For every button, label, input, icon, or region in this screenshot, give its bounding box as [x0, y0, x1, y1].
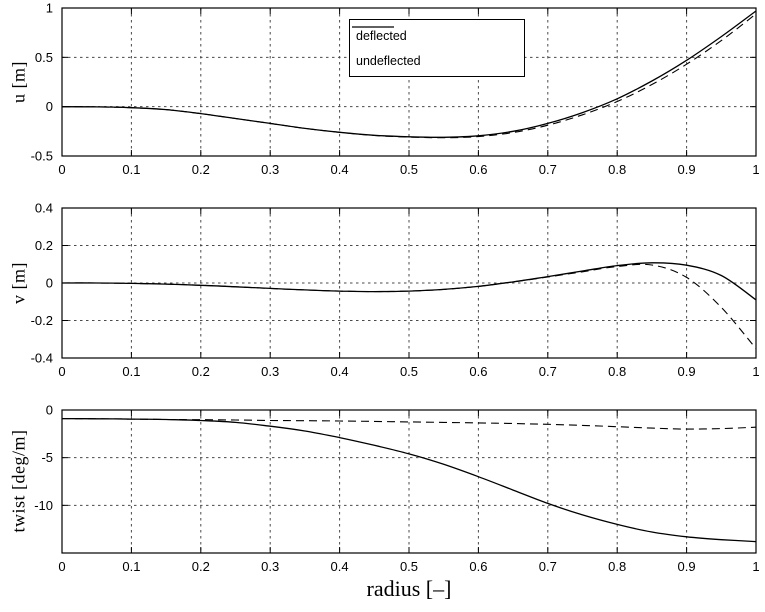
x-tick-label: 1: [752, 364, 759, 379]
x-tick-label: 0.3: [261, 559, 279, 574]
x-tick-label: 0.1: [122, 364, 140, 379]
y-tick-label: 0: [46, 276, 53, 291]
y-tick-label: 0.5: [35, 50, 53, 65]
subplot-u: 0 0.1 0.2 0.3 0.4 0.5 0.6 0.7 0.8 0.9 1 1 0.5 0 -0.5 u…: [0, 0, 765, 200]
series-undeflected: [61, 13, 757, 139]
plot-border: [61, 7, 757, 157]
x-tick-label: 0: [58, 364, 65, 379]
subplot-twist: 0 0.1 0.2 0.3 0.4 0.5 0.6 0.7 0.8 0.9 1 0 -5 -10 twis…: [0, 402, 765, 612]
x-tick-label: 0.3: [261, 364, 279, 379]
x-tick-label: 0.5: [400, 364, 418, 379]
y-axis-title-u: u [m]: [8, 61, 29, 103]
x-tick-label: 0.8: [608, 162, 626, 177]
x-tick-label: 0.6: [469, 364, 487, 379]
series-undeflected: [61, 418, 757, 430]
plot-area-twist: 0 0.1 0.2 0.3 0.4 0.5 0.6 0.7 0.8 0.9 1 0 -5 -10: [34, 403, 759, 575]
legend-line-dashed-icon: [352, 26, 394, 28]
x-tick-label: 0.7: [539, 364, 557, 379]
x-tick-label: 0: [58, 162, 65, 177]
series-deflected: [61, 10, 757, 138]
x-tick-label: 0.6: [469, 559, 487, 574]
x-tick-label: 0.3: [261, 162, 279, 177]
y-tick-label: 1: [46, 1, 53, 16]
y-axis-title-twist: twist [deg/m]: [8, 429, 29, 533]
subplot-v: 0 0.1 0.2 0.3 0.4 0.5 0.6 0.7 0.8 0.9 1 0.4 0.2 0 -0.2…: [0, 200, 765, 402]
x-tick-label: 0.2: [192, 162, 210, 177]
x-tick-label: 0.9: [678, 364, 696, 379]
x-tick-label: 0.6: [469, 162, 487, 177]
x-tick-label: 0.2: [192, 559, 210, 574]
x-tick-label: 0.2: [192, 364, 210, 379]
x-tick-label: 0.4: [331, 559, 349, 574]
y-tick-label: -0.5: [31, 149, 53, 164]
x-tick-label: 0.9: [678, 559, 696, 574]
series-deflected: [61, 417, 757, 543]
x-tick-label: 1: [752, 559, 759, 574]
x-tick-label: 0.9: [678, 162, 696, 177]
plot-area-v: 0 0.1 0.2 0.3 0.4 0.5 0.6 0.7 0.8 0.9 1 0.4 0.2 0 -0.2…: [31, 201, 760, 380]
y-tick-label: 0.4: [35, 201, 53, 216]
plot-border: [61, 409, 757, 554]
legend: deflected undeflected: [349, 19, 525, 77]
x-tick-label: 0.1: [122, 559, 140, 574]
y-tick-label: -5: [41, 450, 53, 465]
x-axis-title: radius [–]: [366, 576, 452, 601]
x-tick-label: 0.7: [539, 559, 557, 574]
x-tick-label: 0.1: [122, 162, 140, 177]
y-tick-label: -10: [34, 498, 53, 513]
legend-label-undeflected: undeflected: [356, 53, 421, 68]
x-tick-label: 0.8: [608, 559, 626, 574]
y-tick-label: 0: [46, 403, 53, 418]
y-tick-label: 0.2: [35, 238, 53, 253]
y-tick-label: -0.4: [31, 351, 53, 366]
x-tick-label: 0.4: [331, 162, 349, 177]
x-tick-label: 0.5: [400, 162, 418, 177]
series-deflected: [61, 262, 757, 301]
y-axis-title-v: v [m]: [8, 262, 29, 304]
legend-entry-undeflected: undeflected: [352, 26, 518, 68]
legend-label-deflected: deflected: [356, 28, 407, 43]
plot-area-u: 0 0.1 0.2 0.3 0.4 0.5 0.6 0.7 0.8 0.9 1 1 0.5 0 -0.5: [31, 1, 760, 178]
x-tick-label: 0.7: [539, 162, 557, 177]
x-tick-label: 0: [58, 559, 65, 574]
x-tick-label: 1: [752, 162, 759, 177]
x-tick-label: 0.8: [608, 364, 626, 379]
x-tick-label: 0.5: [400, 559, 418, 574]
x-tick-label: 0.4: [331, 364, 349, 379]
y-tick-label: 0: [46, 99, 53, 114]
y-tick-label: -0.2: [31, 313, 53, 328]
